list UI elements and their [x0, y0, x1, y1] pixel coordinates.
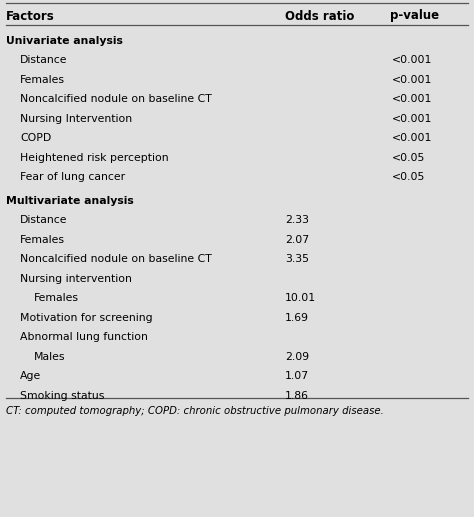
Text: <0.05: <0.05 [392, 172, 425, 182]
Text: Nursing intervention: Nursing intervention [20, 273, 132, 284]
Text: 2.07: 2.07 [285, 235, 309, 245]
Text: Factors: Factors [6, 9, 55, 23]
Text: COPD: COPD [20, 133, 51, 143]
Text: <0.001: <0.001 [392, 114, 432, 124]
Text: Multivariate analysis: Multivariate analysis [6, 196, 134, 206]
Text: Motivation for screening: Motivation for screening [20, 313, 153, 323]
Text: 10.01: 10.01 [285, 293, 316, 303]
Text: Fear of lung cancer: Fear of lung cancer [20, 172, 125, 182]
Text: 1.07: 1.07 [285, 371, 309, 381]
Text: 2.33: 2.33 [285, 215, 309, 225]
Text: Heightened risk perception: Heightened risk perception [20, 153, 169, 163]
Text: <0.05: <0.05 [392, 153, 425, 163]
Text: Females: Females [34, 293, 79, 303]
Text: Distance: Distance [20, 55, 67, 65]
Text: <0.001: <0.001 [392, 55, 432, 65]
Text: 1.86: 1.86 [285, 391, 309, 401]
Text: 3.35: 3.35 [285, 254, 309, 264]
Text: Noncalcified nodule on baseline CT: Noncalcified nodule on baseline CT [20, 254, 212, 264]
Text: Odds ratio: Odds ratio [285, 9, 355, 23]
Text: CT: computed tomography; COPD: chronic obstructive pulmonary disease.: CT: computed tomography; COPD: chronic o… [6, 406, 384, 416]
Text: <0.001: <0.001 [392, 74, 432, 85]
Text: <0.001: <0.001 [392, 94, 432, 104]
Text: 2.09: 2.09 [285, 352, 309, 362]
Text: p-value: p-value [390, 9, 439, 23]
Text: Nursing Intervention: Nursing Intervention [20, 114, 132, 124]
Text: Distance: Distance [20, 215, 67, 225]
Text: <0.001: <0.001 [392, 133, 432, 143]
Text: Males: Males [34, 352, 65, 362]
Text: 1.69: 1.69 [285, 313, 309, 323]
Text: Females: Females [20, 74, 65, 85]
Text: Age: Age [20, 371, 41, 381]
Text: Smoking status: Smoking status [20, 391, 104, 401]
Text: Univariate analysis: Univariate analysis [6, 36, 123, 45]
Text: Abnormal lung function: Abnormal lung function [20, 332, 148, 342]
Text: Females: Females [20, 235, 65, 245]
Text: Noncalcified nodule on baseline CT: Noncalcified nodule on baseline CT [20, 94, 212, 104]
